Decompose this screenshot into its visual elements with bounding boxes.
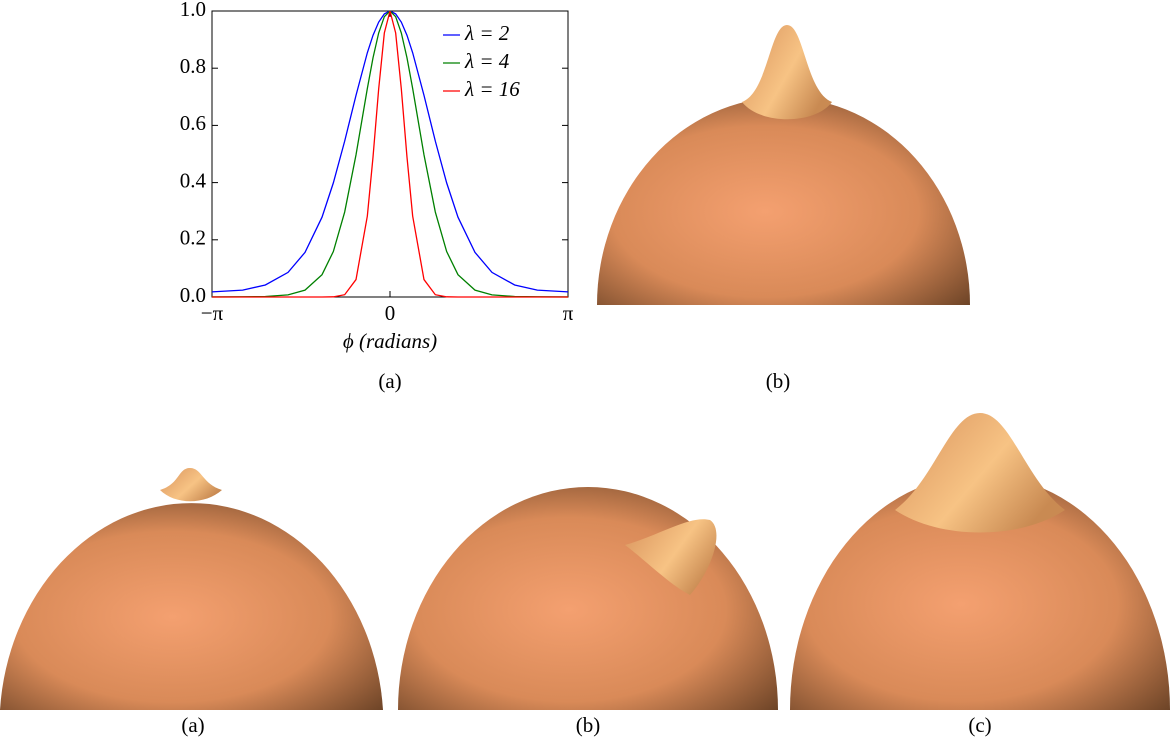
render-bottom-a [0, 468, 383, 710]
y-tick-label: 0.6 [180, 111, 206, 135]
x-axis-label: ϕ (radians) [343, 329, 437, 353]
y-tick-label: 0.8 [180, 54, 206, 78]
spike [895, 413, 1065, 533]
y-tick-label: 0.4 [180, 168, 207, 192]
legend-label: λ = 2 [464, 21, 510, 45]
spike [160, 468, 222, 501]
y-tick-label: 0.2 [180, 226, 206, 250]
x-tick-label: −π [201, 301, 224, 325]
caption: (b) [576, 713, 601, 737]
y-tick-label: 1.0 [180, 0, 206, 21]
figure: ϕ (radians) (a) (b) (a) (b) (c) 0.00.20.… [0, 0, 1170, 747]
legend-label: λ = 16 [464, 77, 520, 101]
line [212, 11, 568, 292]
caption: (a) [378, 369, 401, 393]
line [212, 11, 568, 297]
render-bottom-b [398, 487, 778, 710]
caption: (c) [968, 713, 991, 737]
legend-label: λ = 4 [464, 49, 510, 73]
sphere [0, 503, 383, 710]
spike [742, 25, 832, 119]
sphere [597, 97, 970, 305]
line [212, 11, 568, 297]
x-tick-label: 0 [385, 301, 396, 325]
x-tick-label: π [563, 301, 574, 325]
render-top-b [597, 25, 970, 305]
caption: (b) [766, 369, 791, 393]
sphere [398, 487, 778, 710]
caption: (a) [181, 713, 204, 737]
render-bottom-c [790, 413, 1170, 710]
plot-frame [212, 11, 568, 297]
